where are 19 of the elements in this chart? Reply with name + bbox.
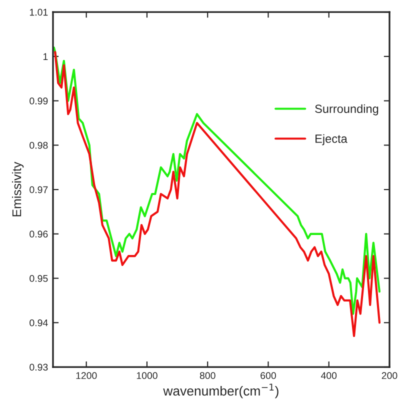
x-tick-label: 800 bbox=[200, 372, 216, 380]
x-tick-label: 600 bbox=[260, 372, 276, 380]
x-tick-label: 200 bbox=[382, 372, 398, 380]
x-tick-label: 1200 bbox=[76, 372, 97, 380]
y-tick-label: 1 bbox=[43, 53, 48, 60]
x-axis-title: wavenumber(cm$^{−1}$) bbox=[163, 384, 278, 398]
y-tick-label: 0.95 bbox=[30, 275, 48, 282]
legend-label: Surrounding bbox=[315, 104, 378, 116]
y-tick-label: 0.97 bbox=[30, 186, 48, 194]
x-tick-label: 400 bbox=[320, 372, 337, 380]
legend-label: Ejecta bbox=[316, 134, 348, 146]
y-tick-label: 1.01 bbox=[30, 8, 48, 16]
y-tick-label: 0.99 bbox=[30, 98, 48, 104]
x-tick-label: 1000 bbox=[136, 372, 158, 380]
y-tick-label: 0.94 bbox=[30, 319, 48, 326]
y-tick-label: 0.93 bbox=[30, 364, 48, 371]
y-tick-label: 0.96 bbox=[30, 230, 48, 238]
y-axis-title: Emissivity bbox=[12, 162, 24, 216]
y-tick-label: 0.98 bbox=[30, 142, 48, 149]
